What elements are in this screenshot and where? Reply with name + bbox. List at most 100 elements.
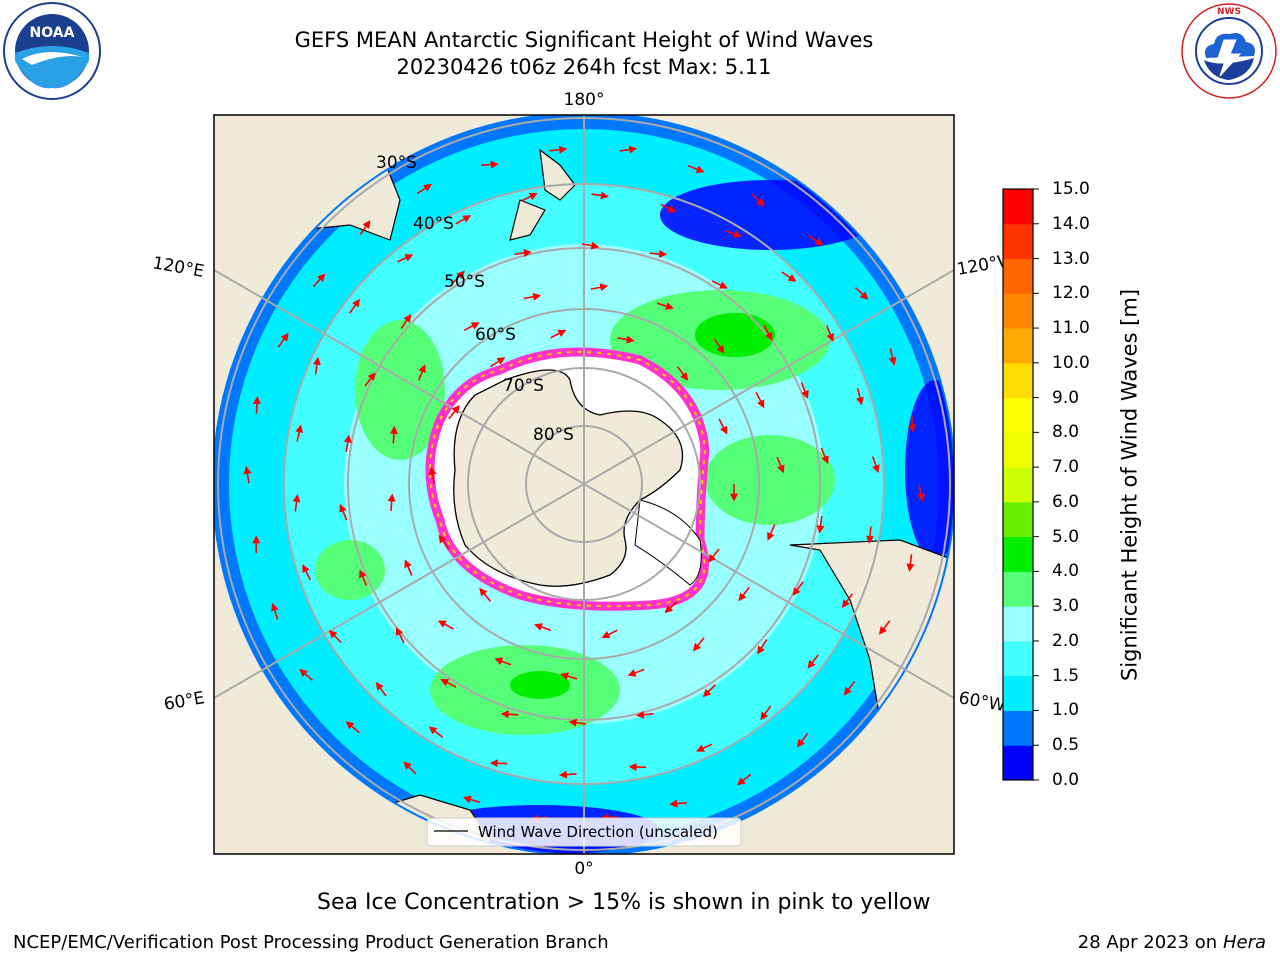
wave-direction-arrow (462, 795, 481, 804)
wave-direction-arrow (718, 418, 728, 435)
lon-label-0: 0° (574, 859, 593, 879)
wave-direction-arrow (841, 593, 854, 608)
wave-direction-arrow (591, 191, 609, 200)
wave-direction-arrow (375, 681, 387, 697)
wave-direction-arrow (463, 322, 480, 332)
wave-direction-arrow (514, 249, 532, 257)
wave-direction-arrow (713, 338, 725, 354)
wave-direction-arrow (395, 627, 405, 644)
wave-direction-arrow (664, 600, 679, 614)
noaa-logo: NOAA (2, 1, 102, 105)
wave-direction-arrow (656, 302, 674, 310)
wave-direction-arrow (328, 629, 342, 644)
wave-direction-arrow (581, 241, 600, 250)
lon-label-60e: 60°E (162, 688, 206, 715)
wave-direction-arrow (295, 424, 304, 442)
map-frame (213, 114, 955, 855)
wave-direction-arrow (521, 192, 538, 202)
wave-direction-arrow (693, 637, 705, 652)
wave-direction-arrow (359, 220, 371, 235)
wave-direction-arrow (796, 733, 809, 748)
wave-direction-arrow (707, 548, 720, 563)
wave-direction-arrow (270, 602, 279, 620)
wave-direction-arrow (906, 554, 915, 572)
colorbar-swatch (1003, 606, 1033, 642)
wave-direction-arrow (820, 447, 829, 465)
colorbar-tick-label: 2.0 (1052, 630, 1080, 651)
footer-date: 28 Apr 2023 on Hera (1078, 932, 1266, 953)
wave-direction-arrow (400, 313, 412, 329)
wave-direction-arrow (781, 271, 797, 282)
colorbar-tick-label: 0.0 (1052, 770, 1080, 790)
wave-direction-arrow (763, 324, 773, 341)
colorbar-swatch (1003, 189, 1033, 225)
legend-label: Wind Wave Direction (unscaled) (478, 823, 718, 841)
antarctica (453, 369, 684, 587)
colorbar-tick-label: 15.0 (1052, 179, 1090, 199)
wave-direction-arrow (669, 799, 687, 808)
wave-direction-arrow (481, 160, 499, 169)
wave-direction-arrow (299, 668, 314, 681)
colorbar-swatch (1003, 640, 1033, 677)
wave-direction-arrow (917, 484, 926, 502)
wave-direction-arrow (277, 332, 289, 348)
colorbar-tick-label: 14.0 (1052, 213, 1090, 234)
colorbar-tick-label: 0.5 (1052, 735, 1080, 756)
wave-direction-arrow (397, 254, 414, 263)
colorbar-swatch (1003, 745, 1033, 781)
new-zealand (509, 148, 576, 241)
colorbar-swatch (1003, 710, 1033, 746)
wave-direction-arrow (568, 718, 587, 727)
wave-direction-arrow (345, 721, 360, 734)
wave-direction-arrow (243, 465, 252, 484)
wave-direction-arrow (523, 292, 542, 301)
wave-direction-arrow (854, 287, 869, 300)
wave-direction-arrow (550, 329, 567, 339)
lat-label-60s: 60°S (475, 325, 516, 345)
svg-text:NWS: NWS (1217, 7, 1241, 17)
wave-direction-arrow (312, 273, 326, 288)
wave-direction-arrow (808, 234, 824, 246)
wave-direction-arrow (755, 392, 765, 409)
wave-direction-arrow (826, 325, 835, 342)
wave-patch-e (705, 435, 835, 525)
wave-direction-arrow (807, 654, 819, 669)
lon-label-60w: 60°W (957, 688, 1007, 716)
wave-direction-arrow (649, 249, 668, 258)
wave-direction-arrow (865, 526, 874, 544)
wave-direction-arrow (908, 415, 917, 433)
wave-direction-arrow (292, 494, 301, 512)
wave-direction-arrow (558, 770, 577, 779)
wave-direction-arrow (440, 678, 457, 688)
colorbar-swatch (1003, 362, 1033, 399)
colorbar-tick-label: 1.0 (1052, 700, 1080, 721)
colorbar-swatch (1003, 536, 1033, 572)
wave-direction-arrow (702, 684, 716, 698)
colorbar-tick-label: 7.0 (1052, 457, 1080, 478)
colorbar-swatch (1003, 432, 1033, 468)
wave-direction-arrow (313, 356, 321, 375)
svg-text:NOAA: NOAA (30, 25, 75, 41)
colorbar-label: Significant Height of Wind Waves [m] (1117, 288, 1142, 682)
wave-direction-arrow (494, 657, 512, 666)
wave-direction-arrow (359, 569, 368, 586)
wave-direction-arrow (792, 581, 804, 596)
colorbar-tick-label: 1.5 (1052, 665, 1080, 686)
colorbar-tick-label: 11.0 (1052, 318, 1090, 339)
wave-direction-arrow (437, 620, 454, 630)
wave-patch-w (355, 320, 445, 460)
wave-direction-arrow (760, 705, 772, 721)
wave-direction-arrow (489, 759, 508, 768)
wave-direction-arrow (676, 366, 689, 381)
wave-direction-arrow (888, 348, 897, 366)
wave-direction-arrow (590, 283, 609, 292)
calm-patch-e (905, 380, 954, 560)
lat-label-50s: 50°S (444, 272, 485, 292)
wind-wave-arrows (243, 145, 926, 823)
colorbar-tick-label: 10.0 (1052, 352, 1090, 373)
sea-ice-edge (429, 351, 707, 608)
colorbar (1003, 188, 1039, 781)
wave-direction-arrow (428, 726, 444, 738)
wave-direction-arrow (389, 425, 398, 444)
